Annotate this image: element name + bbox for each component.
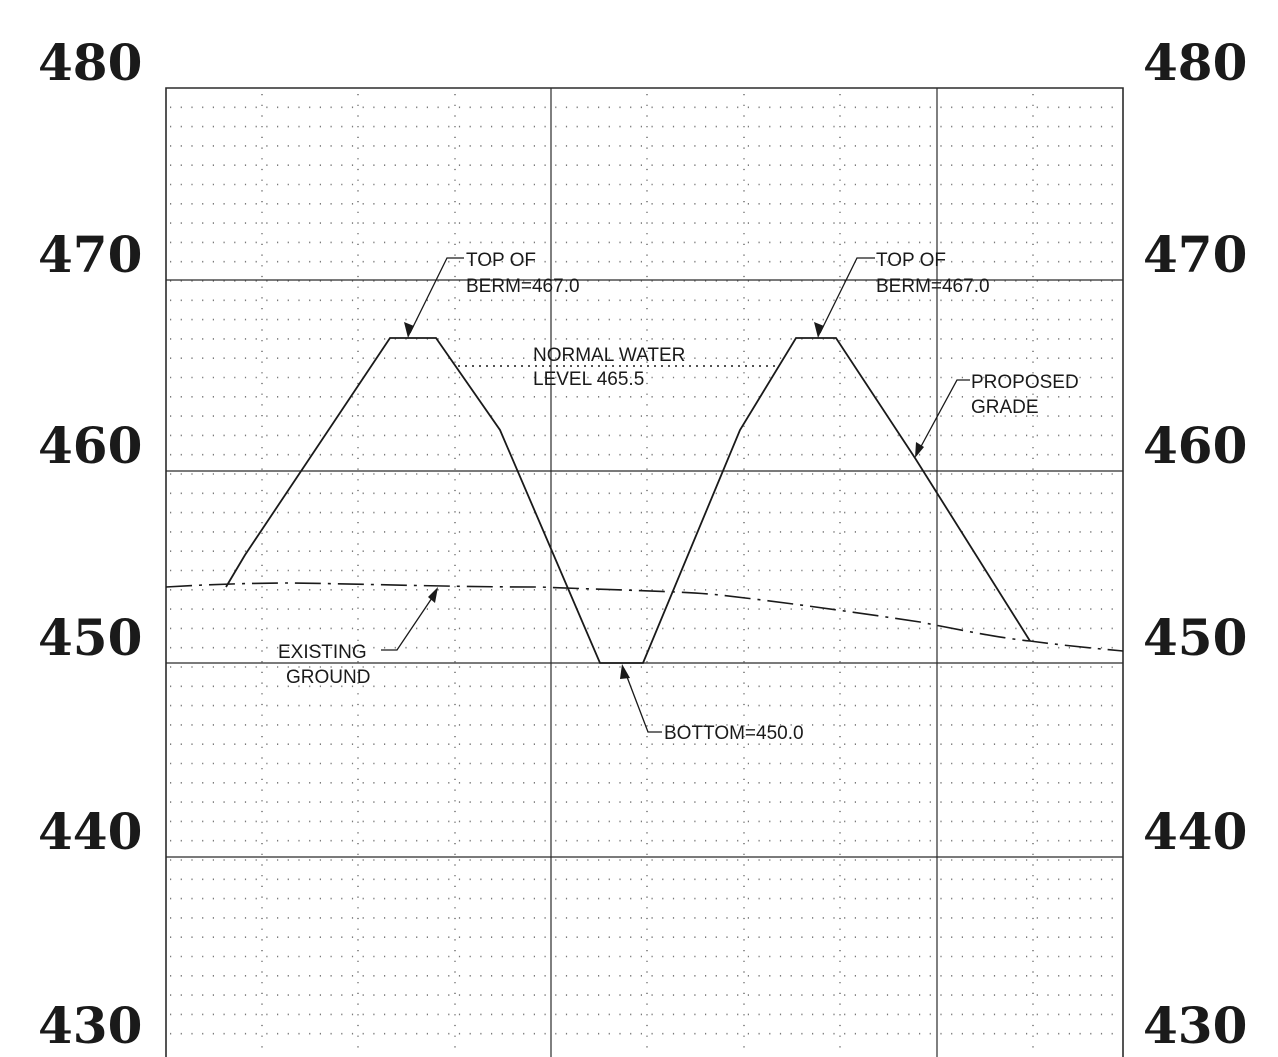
leader-line — [409, 257, 464, 334]
elevation-label: 450 — [1143, 608, 1247, 667]
callout-text: GRADE — [971, 397, 1039, 418]
existing-ground-callout: EXISTING GROUND — [278, 587, 438, 688]
callout-text: GROUND — [286, 667, 370, 688]
callout-text: TOP OF — [876, 250, 946, 271]
callout-text: BOTTOM=450.0 — [664, 723, 804, 744]
arrowhead-icon — [428, 587, 438, 603]
elevation-label: 470 — [38, 225, 142, 284]
elevation-label: 460 — [1143, 416, 1247, 475]
right-elevation-axis: 480 470 460 450 440 430 — [1143, 33, 1247, 1055]
leader-line — [819, 257, 875, 334]
left-elevation-axis: 480 470 460 450 440 430 — [38, 33, 142, 1055]
normal-water-level-callout: NORMAL WATER LEVEL 465.5 — [533, 345, 685, 390]
elevation-label: 460 — [38, 416, 142, 475]
arrowhead-icon — [404, 322, 414, 338]
callout-text: BERM=467.0 — [876, 276, 990, 297]
callout-text: NORMAL WATER — [533, 345, 685, 366]
arrowhead-icon — [915, 442, 924, 458]
elevation-label: 480 — [1143, 33, 1247, 92]
elevation-label: 440 — [38, 802, 142, 861]
elevation-label: 450 — [38, 608, 142, 667]
top-of-berm-right-callout: TOP OF BERM=467.0 — [814, 250, 990, 338]
elevation-label: 430 — [1143, 996, 1247, 1055]
leader-line — [623, 668, 662, 733]
elevation-label: 440 — [1143, 802, 1247, 861]
callout-text: LEVEL 465.5 — [533, 369, 644, 390]
top-of-berm-left-callout: TOP OF BERM=467.0 — [404, 250, 580, 338]
callout-text: PROPOSED — [971, 372, 1079, 393]
major-grid — [166, 88, 1123, 1057]
arrowhead-icon — [620, 664, 630, 679]
leader-line — [381, 591, 437, 651]
minor-dotted-grid — [170, 94, 1119, 1053]
bottom-callout: BOTTOM=450.0 — [620, 664, 804, 744]
leader-line — [917, 379, 970, 453]
elevation-label: 430 — [38, 996, 142, 1055]
callout-text: BERM=467.0 — [466, 276, 580, 297]
elevation-label: 480 — [38, 33, 142, 92]
arrowhead-icon — [814, 322, 824, 338]
callout-text: TOP OF — [466, 250, 536, 271]
callout-text: EXISTING — [278, 642, 367, 663]
elevation-label: 470 — [1143, 225, 1247, 284]
proposed-grade-line — [225, 337, 1031, 664]
drawing-frame — [165, 87, 1124, 1057]
existing-ground-line — [165, 582, 1124, 652]
proposed-grade-callout: PROPOSED GRADE — [915, 372, 1079, 458]
